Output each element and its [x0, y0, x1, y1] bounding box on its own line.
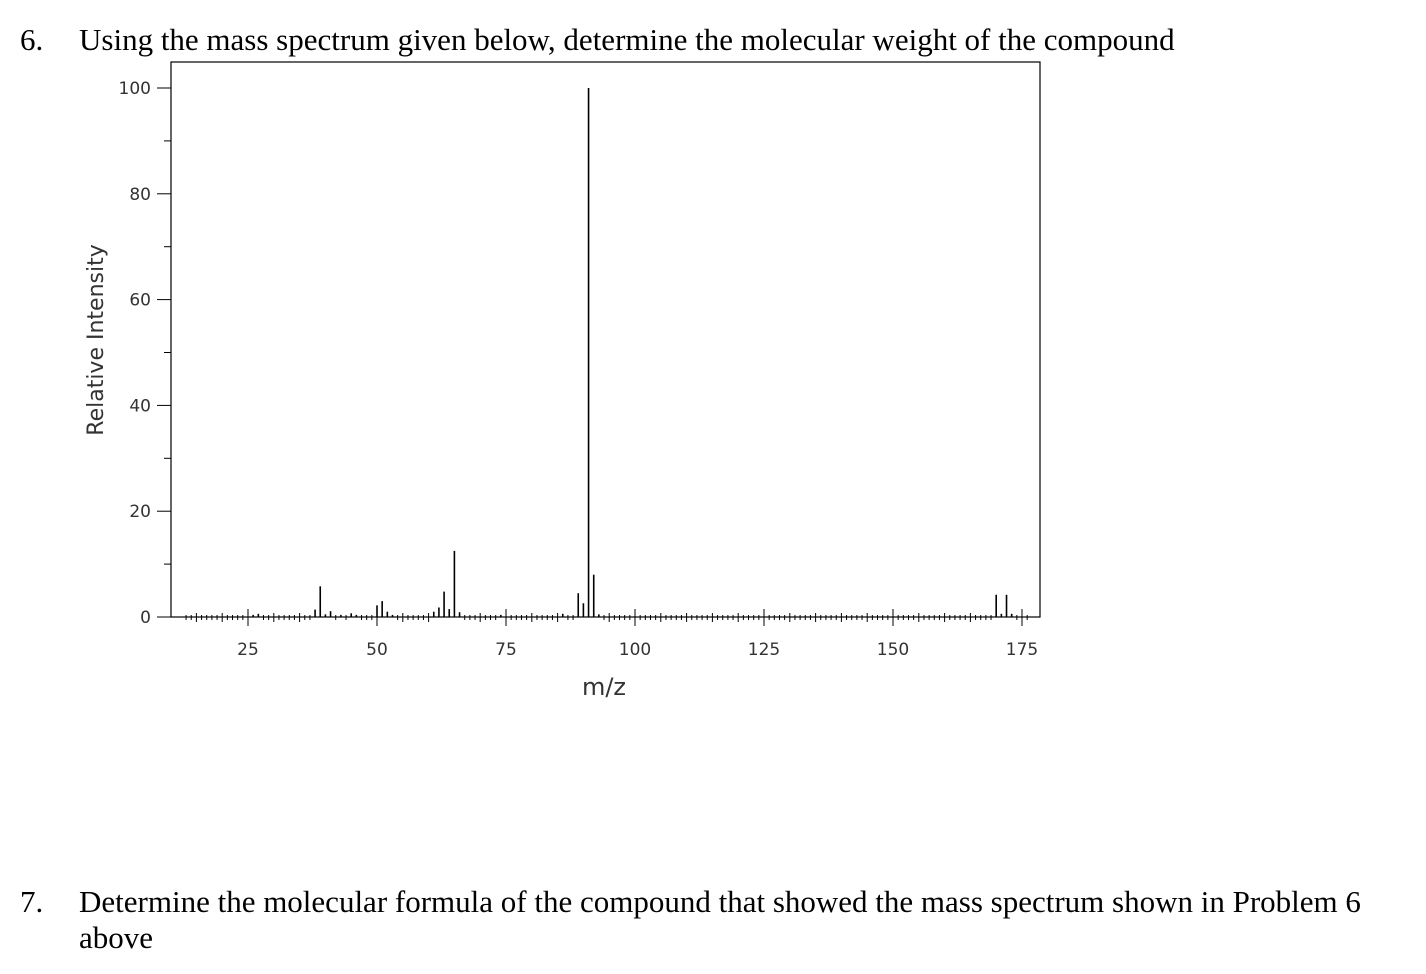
chart-peaks — [252, 88, 1013, 617]
y-tick-label: 60 — [129, 291, 151, 311]
x-axis-label: m/z — [582, 673, 626, 701]
chart-labels: 0 20 40 60 80 100 25 50 75 100 125 150 175 m/z Relativ… — [84, 79, 1038, 701]
x-tick-label: 75 — [495, 640, 517, 660]
chart-axes — [157, 61, 1041, 626]
x-tick-label: 175 — [1006, 640, 1038, 660]
y-tick-label: 40 — [129, 396, 151, 416]
x-tick-label: 100 — [619, 640, 651, 660]
plot-frame — [170, 61, 1041, 618]
question-6-number: 6. — [20, 22, 44, 57]
y-tick-label: 20 — [129, 502, 151, 522]
y-tick-label: 80 — [129, 185, 151, 205]
question-7-number: 7. — [20, 884, 44, 919]
y-tick-label: 100 — [119, 79, 151, 99]
x-tick-label: 50 — [366, 640, 388, 660]
x-tick-label: 150 — [877, 640, 909, 660]
y-axis-label: Relative Intensity — [84, 244, 109, 435]
y-tick-label: 0 — [140, 608, 151, 628]
question-6-text: Using the mass spectrum given below, det… — [79, 22, 1175, 57]
x-tick-label: 125 — [748, 640, 780, 660]
question-7-text: Determine the molecular formula of the c… — [79, 884, 1361, 955]
x-tick-label: 25 — [237, 640, 259, 660]
